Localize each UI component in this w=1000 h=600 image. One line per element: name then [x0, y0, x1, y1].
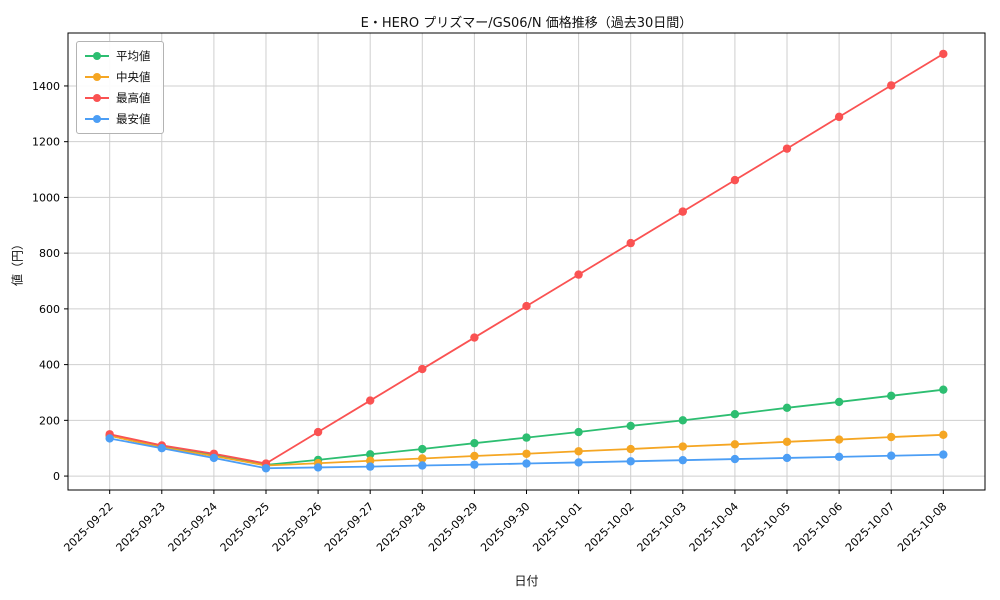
- svg-text:2025-09-22: 2025-09-22: [61, 500, 115, 554]
- legend-dot-icon: [93, 115, 101, 123]
- svg-text:2025-10-05: 2025-10-05: [739, 500, 793, 554]
- legend-dot-icon: [93, 52, 101, 60]
- legend-label-min: 最安値: [116, 112, 151, 126]
- legend-label-max: 最高値: [116, 91, 151, 105]
- svg-text:2025-09-30: 2025-09-30: [478, 500, 532, 554]
- svg-text:2025-10-08: 2025-10-08: [895, 500, 949, 554]
- svg-text:2025-09-23: 2025-09-23: [114, 500, 168, 554]
- svg-text:600: 600: [39, 303, 60, 316]
- grid-lines: [68, 33, 985, 490]
- svg-text:400: 400: [39, 359, 60, 372]
- legend-marker-average: [85, 51, 109, 61]
- svg-text:2025-10-06: 2025-10-06: [791, 500, 845, 554]
- legend-item-max: 最高値: [85, 90, 151, 106]
- svg-text:2025-10-04: 2025-10-04: [687, 500, 741, 554]
- svg-text:2025-09-26: 2025-09-26: [270, 500, 324, 554]
- svg-text:2025-10-07: 2025-10-07: [843, 500, 897, 554]
- svg-text:2025-09-24: 2025-09-24: [166, 500, 220, 554]
- legend-item-min: 最安値: [85, 111, 151, 127]
- svg-text:2025-10-01: 2025-10-01: [530, 500, 584, 554]
- svg-text:0: 0: [53, 470, 60, 483]
- legend-dot-icon: [93, 73, 101, 81]
- svg-text:2025-09-25: 2025-09-25: [218, 500, 272, 554]
- legend: 平均値中央値最高値最安値: [76, 41, 164, 134]
- svg-text:800: 800: [39, 247, 60, 260]
- svg-text:1000: 1000: [32, 191, 60, 204]
- x-axis-label: 日付: [514, 574, 539, 588]
- chart-title: E・HERO プリズマー/GS06/N 価格推移（過去30日間）: [360, 16, 693, 31]
- x-axis-ticks: 2025-09-222025-09-232025-09-242025-09-25…: [61, 490, 949, 554]
- svg-text:2025-09-29: 2025-09-29: [426, 500, 480, 554]
- svg-text:2025-10-03: 2025-10-03: [635, 500, 689, 554]
- legend-label-median: 中央値: [116, 70, 151, 84]
- svg-text:200: 200: [39, 414, 60, 427]
- legend-label-average: 平均値: [116, 49, 151, 63]
- legend-dot-icon: [93, 94, 101, 102]
- legend-item-median: 中央値: [85, 69, 151, 85]
- legend-marker-median: [85, 72, 109, 82]
- svg-text:2025-09-27: 2025-09-27: [322, 500, 376, 554]
- svg-text:2025-09-28: 2025-09-28: [374, 500, 428, 554]
- legend-marker-min: [85, 114, 109, 124]
- y-axis-ticks: 0 200 400 600 800 1000 1200 1400: [32, 80, 68, 483]
- legend-marker-max: [85, 93, 109, 103]
- legend-item-average: 平均値: [85, 48, 151, 64]
- series-min: [105, 434, 948, 473]
- svg-text:1200: 1200: [32, 136, 60, 149]
- svg-text:2025-10-02: 2025-10-02: [582, 500, 636, 554]
- svg-text:1400: 1400: [32, 80, 60, 93]
